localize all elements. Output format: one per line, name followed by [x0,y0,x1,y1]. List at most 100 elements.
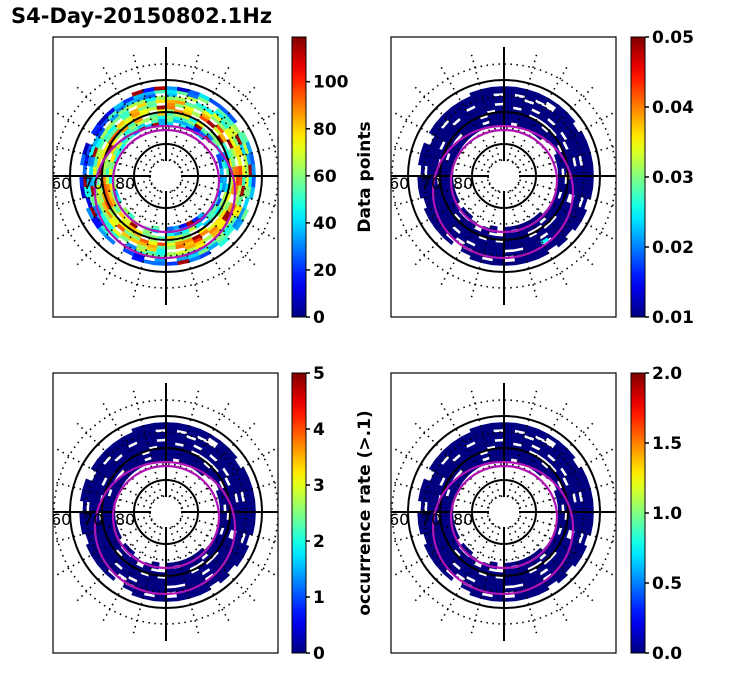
data-bin [510,225,519,231]
data-bin [165,245,176,250]
grid-meridian-dotted [179,446,278,505]
grid-meridian-dotted [438,189,497,289]
data-bin [503,581,514,586]
grid-meridian-dotted [517,110,616,169]
colorbar-label: occurrence rate (>.1) [355,410,375,615]
grid-meridian-dotted [181,481,278,509]
data-bin [574,155,581,167]
plot-frame [52,372,279,654]
colorbar-tick-label: 3 [313,476,325,496]
grid-meridian-dotted [169,527,201,638]
data-bins [417,86,594,266]
panel-top-left: 60 70 80 0 20 40 60 80 100 Data points [52,36,375,328]
lat-label-60: 60 [389,510,409,529]
oval-poleward-boundary [111,464,221,570]
plot-area: 60 70 80 [53,47,278,305]
data-bin [85,543,95,556]
data-bin [251,163,256,177]
data-bin [494,441,505,446]
data-bin [491,261,505,266]
grid-meridian-dotted [100,399,159,499]
data-bin [589,499,594,513]
data-bin [142,116,152,124]
plot-frame [52,36,279,318]
data-bin [463,578,475,587]
data-bin [580,533,588,546]
grid-meridian-dotted [469,50,501,161]
plot-area: 60 70 80 [391,47,616,305]
data-bin [557,168,562,177]
colorbar [291,36,307,318]
lat-label-80: 80 [453,174,473,193]
grid-meridian-dotted [173,189,232,289]
colorbar [630,372,646,654]
grid-meridian-dotted [181,145,278,173]
data-bin [460,247,473,257]
lat-label-70: 70 [83,510,103,529]
grid-meridian-dotted [519,145,616,173]
data-bin [82,478,90,491]
data-bin [529,446,540,455]
colorbar-tick-label: 2.0 [652,364,682,384]
data-bin [165,422,179,427]
colorbar-tick-label: 0.02 [652,238,694,258]
data-bin [420,142,428,155]
grid-meridian-dotted [176,186,259,269]
colorbar-tick-label: 1 [313,588,325,608]
data-bin [560,175,566,185]
data-bin [165,581,176,586]
grid-meridian-dotted [519,515,616,543]
grid-circle-dotted [487,495,521,529]
lat-label-80: 80 [453,510,473,529]
data-bin [122,583,135,593]
grid-meridian-dotted [469,527,501,638]
grid-meridian-dotted [519,179,616,207]
grid-meridian-dotted [176,83,259,166]
grid-meridian-dotted [73,522,156,605]
data-bin [503,261,517,266]
grid-meridian-dotted [411,186,494,269]
colorbar-tick-label: 60 [313,167,337,187]
grid-meridian-dotted [507,50,539,161]
grid-meridian-dotted [391,144,489,173]
grid-meridian-dotted [100,525,159,625]
figure-title: S4-Day-20150802.1Hz [11,4,273,28]
data-bin [460,583,473,593]
colorbar-tick-label: 0 [313,308,325,328]
data-bin [249,186,256,200]
grid-meridian-dotted [519,481,616,509]
colorbar-tick-label: 0.03 [652,168,694,188]
grid-meridian-dotted [438,399,497,499]
data-bin [236,491,243,503]
grid-meridian-dotted [511,525,570,625]
data-bin [251,175,256,189]
grid-meridian-dotted [73,83,156,166]
colorbar-tick-label: 0.01 [652,308,694,328]
data-bin [423,207,433,220]
data-bin [589,163,594,177]
plot-area: 60 70 80 [53,383,278,641]
grid-meridian-dotted [176,419,259,502]
data-bin [142,452,152,460]
lat-label-80: 80 [115,174,135,193]
data-bin [82,142,90,155]
data-bin [491,422,505,427]
grid-meridian-dotted [179,183,278,242]
grid-meridian-dotted [131,527,163,638]
data-bin [242,533,250,546]
plot-area: 60 70 80 [389,383,616,641]
grid-meridian-dotted [514,522,597,605]
data-bin [219,504,224,513]
data-bin [165,261,179,266]
grid-meridian-dotted [53,515,151,544]
data-bin [589,511,594,525]
grid-meridian-dotted [411,419,494,502]
data-bin [494,105,505,110]
colorbar-tick-label: 0.05 [652,28,694,48]
data-bin [503,597,517,602]
grid-meridian-dotted [53,144,151,173]
grid-meridian-dotted [181,179,278,207]
data-bin [85,207,95,220]
lat-label-70: 70 [421,174,441,193]
